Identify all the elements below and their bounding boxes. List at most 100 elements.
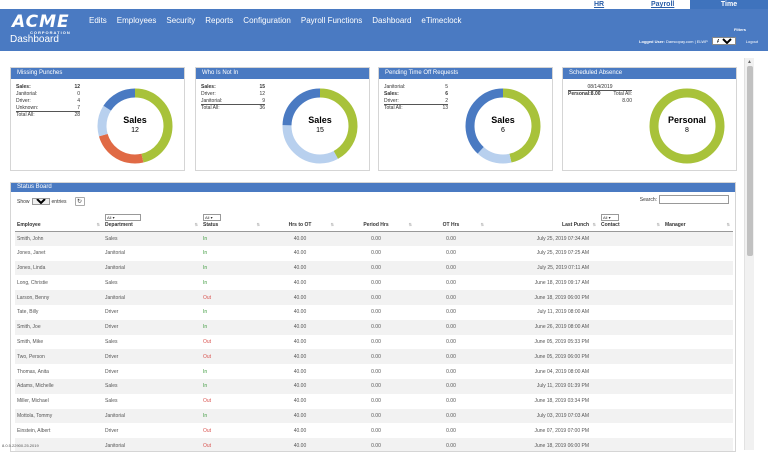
status-filter[interactable]: All ▾ [203, 213, 221, 221]
table-row[interactable]: Janitorial Out 40.00 0.00 0.00 June 18, 2019 … [15, 438, 733, 451]
table-row[interactable]: Smith, Joe Driver In 40.00 0.00 0.00 June 26, … [15, 319, 733, 335]
col-employee[interactable]: Employee ⇅ [15, 210, 103, 232]
nav-payroll-functions[interactable]: Payroll Functions [300, 16, 363, 25]
stat-row[interactable]: Janitorial: 9 [201, 98, 265, 105]
tab-hr[interactable]: HR [594, 1, 605, 8]
cell-department: Driver [103, 319, 201, 335]
donut-slice-janitorial[interactable] [465, 88, 541, 164]
cell-manager [663, 408, 733, 424]
stat-row[interactable]: Unknown: 7 [16, 105, 80, 112]
cell-last-punch: June 18, 2019 09:17 AM [534, 279, 589, 286]
nav-etimeclock[interactable]: eTimeclock [421, 16, 462, 25]
table-row[interactable]: Tate, Billy Driver In 40.00 0.00 0.00 July 11,… [15, 305, 733, 320]
cell-contact [599, 319, 663, 335]
cell-last-punch: June 07, 2019 07:00 PM [534, 427, 590, 434]
cell-hrs-to-ot: 40.00 [263, 319, 337, 335]
cell-department: Sales [105, 398, 118, 405]
pending-donut[interactable]: Sales 6 [463, 86, 543, 166]
cell-manager [663, 260, 733, 276]
cell-status: Out [203, 398, 212, 405]
col-last-punch[interactable]: Last Punch ⇅ [487, 210, 599, 232]
cell-employee: Jones, Linda [15, 260, 103, 276]
table-row[interactable]: Larson, Benny Janitorial Out 40.00 0.00 0.00 J… [15, 290, 733, 305]
col-department[interactable]: All ▾ Department ⇅ [103, 210, 201, 232]
cell-manager [663, 319, 733, 335]
nav-reports[interactable]: Reports [205, 16, 234, 25]
table-row[interactable]: Mottola, Tommy Janitorial In 40.00 0.00 0.00 J… [15, 408, 733, 424]
page-scrollbar[interactable]: ▲ [744, 58, 754, 450]
table-row[interactable]: Einstein, Albert Driver Out 40.00 0.00 0.00 Ju… [15, 423, 733, 438]
cell-ot-hrs: 0.00 [446, 368, 456, 375]
table-row[interactable]: Jones, Janet Janitorial In 40.00 0.00 0.00 Jul… [15, 246, 733, 261]
donut-slice-janitorial[interactable] [282, 88, 358, 164]
cell-hrs-to-ot: 40.00 [293, 368, 307, 375]
cell-contact [599, 231, 663, 246]
notin-donut[interactable]: Sales 15 [280, 86, 360, 166]
donut-slice-driver[interactable] [465, 88, 541, 164]
stat-row[interactable]: Sales: 12 [16, 84, 80, 91]
cell-manager [663, 305, 733, 320]
stat-row[interactable]: Driver: 12 [201, 91, 265, 98]
stat-value: 13 [442, 105, 448, 111]
nav-configuration[interactable]: Configuration [243, 16, 291, 25]
donut-slice-personal[interactable] [649, 88, 725, 164]
table-row[interactable]: Miller, Michael Sales Out 40.00 0.00 0.00 June… [15, 394, 733, 409]
table-row[interactable]: Adams, Michelle Sales In 40.00 0.00 0.00 July … [15, 378, 733, 394]
nav-dashboard[interactable]: Dashboard [372, 16, 412, 25]
missing-donut[interactable]: Sales 12 [95, 86, 175, 166]
stat-row[interactable]: Janitorial: 0 [16, 91, 80, 98]
table-row[interactable]: Two, Person Driver Out 40.00 0.00 0.00 June 05… [15, 349, 733, 365]
scroll-up-icon[interactable]: ▲ [747, 59, 752, 65]
refresh-icon[interactable]: ↻ [74, 197, 85, 206]
donut-slice-driver[interactable] [97, 88, 173, 164]
cell-employee: Smith, Joe [15, 319, 103, 335]
col-hrs-to-ot[interactable]: Hrs to OT ⇅ [263, 210, 337, 232]
stats-list: Janitorial: 5 Sales: 6 Driver: 2 Total All:… [384, 84, 448, 112]
donut-label: Sales [491, 115, 515, 125]
col-period-hrs[interactable]: Period Hrs ⇅ [337, 210, 415, 232]
donut-slice-unknown[interactable] [97, 88, 173, 164]
stat-row[interactable]: Sales: 6 [384, 91, 448, 98]
col-manager[interactable]: Manager ⇅ [663, 210, 733, 232]
scheduled-donut[interactable]: Personal 8 [647, 86, 727, 166]
col-contact[interactable]: All ▾ Contact ⇅ [599, 210, 663, 232]
stat-label: Sales: [16, 84, 31, 90]
col-status[interactable]: All ▾ Status ⇅ [201, 210, 263, 232]
table-row[interactable]: Smith, Mike Sales Out 40.00 0.00 0.00 June 05,… [15, 335, 733, 350]
filters-link[interactable]: Filters [733, 27, 746, 32]
tab-time[interactable]: Time [690, 0, 768, 9]
nav-employees[interactable]: Employees [116, 16, 157, 25]
sort-icon: ⇅ [256, 221, 260, 227]
table-row[interactable]: Thomas, Anita Driver In 40.00 0.00 0.00 June 0… [15, 364, 733, 379]
stat-row[interactable]: Sales: 15 [201, 84, 265, 91]
stat-label: Driver: [201, 91, 216, 97]
logout-link[interactable]: Logout [745, 38, 758, 44]
scrollbar-thumb[interactable] [747, 66, 753, 256]
card-pending-time-off: Pending Time Off Requests Janitorial: 5 S… [378, 67, 553, 171]
cell-hrs-to-ot: 40.00 [293, 250, 307, 257]
stat-row[interactable]: Driver: 2 [384, 98, 448, 105]
donut-slice-driver[interactable] [282, 88, 358, 164]
card-title: Pending Time Off Requests [379, 68, 552, 79]
acme-logo[interactable]: ACME CORPORATION Dashboard [10, 14, 72, 46]
donut-slice-janitorial[interactable] [97, 88, 173, 164]
stat-row[interactable]: Personal:8.00 Total All: [568, 91, 632, 98]
entries-select[interactable]: 25 [31, 198, 50, 205]
stat-row[interactable]: Driver: 4 [16, 98, 80, 105]
stat-row[interactable]: Janitorial: 5 [384, 84, 448, 91]
donut-label: Sales [123, 115, 147, 125]
company-select[interactable]: Acme [711, 37, 736, 45]
contact-filter[interactable]: All ▾ [601, 213, 619, 221]
search-input[interactable] [659, 195, 729, 204]
tab-payroll[interactable]: Payroll [651, 1, 675, 8]
stat-label: Driver: [384, 98, 399, 104]
department-filter[interactable]: All ▾ [105, 213, 141, 221]
cell-contact [599, 335, 663, 350]
nav-security[interactable]: Security [166, 16, 196, 25]
cell-contact [599, 275, 663, 290]
table-row[interactable]: Jones, Linda Janitorial In 40.00 0.00 0.00 Jul… [15, 260, 733, 276]
col-ot-hrs[interactable]: OT Hrs ⇅ [415, 210, 487, 232]
nav-edits[interactable]: Edits [89, 16, 107, 25]
table-row[interactable]: Long, Christie Sales In 40.00 0.00 0.00 June 1… [15, 275, 733, 290]
table-row[interactable]: Smith, John Sales In 40.00 0.00 0.00 July 25, … [15, 231, 733, 246]
